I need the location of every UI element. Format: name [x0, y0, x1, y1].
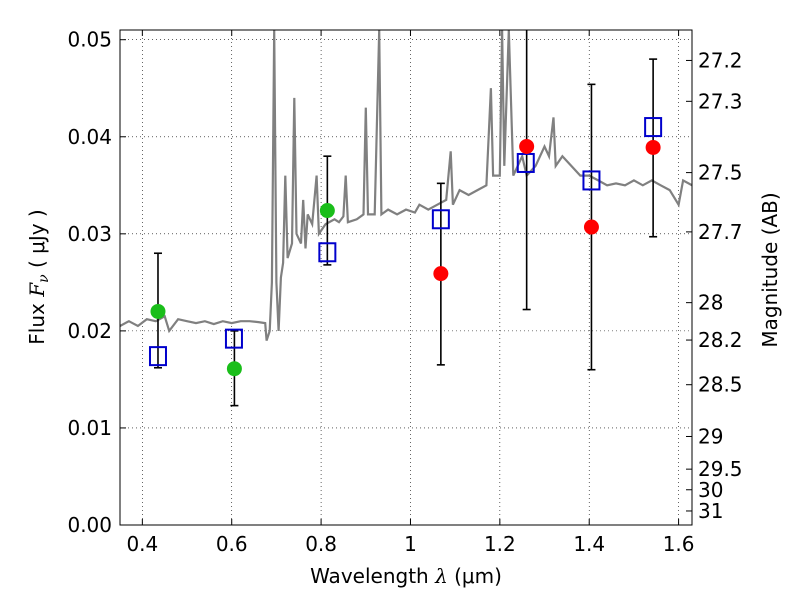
- x-axis-ticks: 0.4 0.6 0.8 1 1.2 1.4 1.6: [126, 30, 695, 556]
- observed-point-green: [319, 203, 335, 219]
- x-tick-label: 1: [404, 532, 417, 556]
- spectrum-layer: [120, 30, 692, 341]
- magnitude-tick-label: 27.5: [698, 161, 743, 185]
- x-axis-label: Wavelength λ (μm): [310, 564, 502, 588]
- observed-points: [150, 138, 661, 377]
- x-tick-label: 1.2: [484, 532, 516, 556]
- model-spectrum-line: [120, 30, 692, 341]
- y-tick-label: 0.02: [67, 319, 112, 343]
- x-tick-label: 0.8: [305, 532, 337, 556]
- magnitude-tick-label: 30: [698, 478, 723, 502]
- observed-point-green: [150, 303, 166, 319]
- model-point-square: [644, 117, 663, 138]
- magnitude-tick-label: 28.5: [698, 373, 743, 397]
- y-tick-label: 0.05: [67, 28, 112, 52]
- observed-point-red: [645, 139, 661, 155]
- x-tick-label: 1.6: [663, 532, 695, 556]
- magnitude-tick-label: 27.7: [698, 220, 743, 244]
- y-tick-label: 0.01: [67, 416, 112, 440]
- magnitude-tick-label: 28.2: [698, 328, 743, 352]
- model-point-square: [516, 152, 535, 173]
- error-bars: [153, 30, 658, 407]
- model-point-square: [148, 346, 167, 367]
- x-tick-label: 0.4: [126, 532, 158, 556]
- y-tick-label: 0.00: [67, 513, 112, 537]
- observed-point-red: [519, 138, 535, 154]
- model-points: [148, 117, 663, 367]
- observed-point-red: [433, 266, 449, 282]
- magnitude-tick-label: 27.3: [698, 89, 743, 113]
- observed-point-green: [226, 361, 242, 377]
- model-point-square: [582, 170, 601, 191]
- magnitude-tick-label: 29: [698, 424, 723, 448]
- y-axis-ticks: 0.00 0.01 0.02 0.03 0.04 0.05: [67, 28, 126, 537]
- magnitude-tick-label: 28: [698, 291, 723, 315]
- y-axis-label: Flux Fν ( μJy ): [25, 209, 52, 344]
- magnitude-tick-label: 31: [698, 499, 723, 523]
- model-point-square: [431, 209, 450, 230]
- x-tick-label: 0.6: [216, 532, 248, 556]
- y-tick-label: 0.04: [67, 125, 112, 149]
- x-tick-label: 1.4: [573, 532, 605, 556]
- observed-point-red: [583, 219, 599, 235]
- model-point-square: [318, 242, 337, 263]
- grid-lines: [120, 30, 692, 526]
- magnitude-tick-label: 29.5: [698, 457, 743, 481]
- magnitude-axis-label: Magnitude (AB): [758, 192, 782, 347]
- plot-frame: [119, 29, 693, 526]
- y-tick-label: 0.03: [67, 222, 112, 246]
- magnitude-tick-label: 27.2: [698, 48, 743, 72]
- model-point-square: [224, 328, 243, 349]
